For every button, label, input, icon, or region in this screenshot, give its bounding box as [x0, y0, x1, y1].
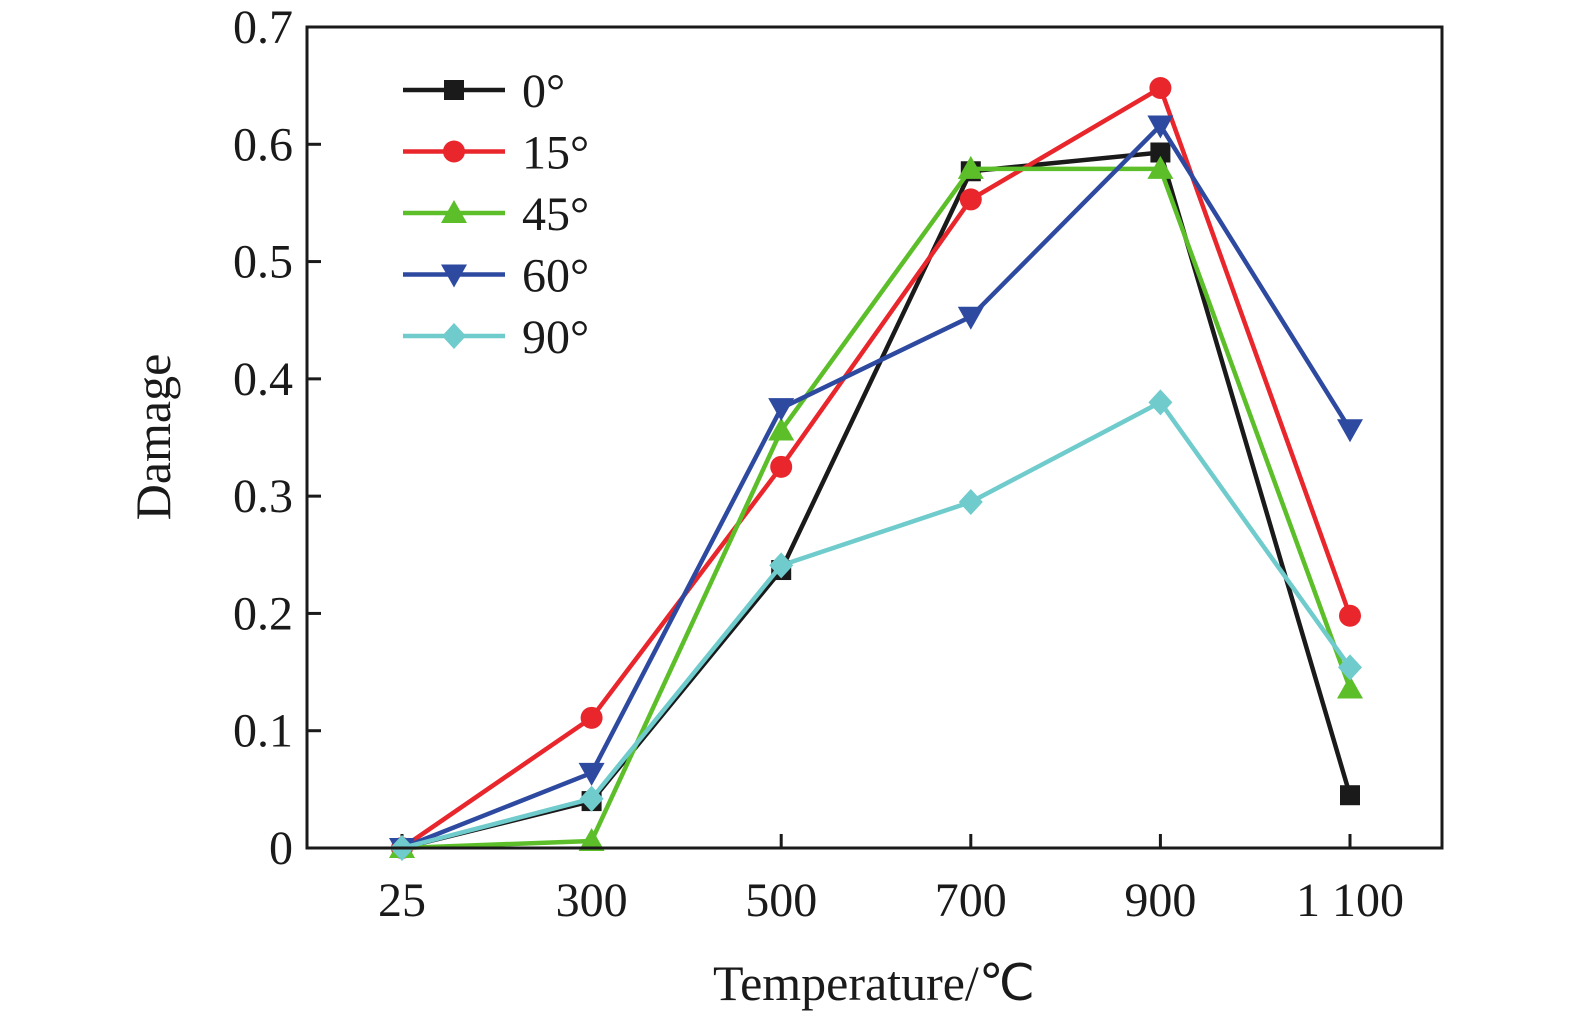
y-tick-label: 0.5 [233, 236, 293, 289]
series-line [401, 166, 1353, 851]
legend-label: 0° [522, 65, 565, 118]
legend-label: 90° [522, 311, 589, 364]
plot-frame [305, 25, 1444, 850]
diamond-marker [1338, 654, 1362, 681]
circle-marker [580, 706, 603, 729]
triangle-up-marker [441, 200, 467, 223]
series-layer [389, 76, 1363, 861]
legend: 0° 15° 45° 60° 90° [403, 65, 589, 364]
legend-item: 0° [403, 65, 565, 118]
y-tick-label: 0.3 [233, 470, 293, 523]
series-line [401, 400, 1352, 851]
circle-marker [1149, 76, 1172, 99]
circle-marker [1339, 604, 1361, 627]
x-tick-label: 1 100 [1296, 874, 1404, 927]
circle-marker [770, 455, 793, 478]
y-tick-label: 0.2 [233, 587, 293, 640]
legend-label: 60° [522, 250, 589, 303]
triangle-down-marker [768, 398, 795, 422]
triangle-down-marker [957, 306, 984, 330]
legend-item: 60° [403, 250, 589, 303]
x-axis-title: Temperature/℃ [713, 955, 1035, 1011]
y-axis-ticks: 0 0.1 0.2 0.3 0.4 0.5 0.6 0.7 [233, 1, 321, 875]
x-tick-label: 25 [378, 874, 426, 927]
legend-label: 45° [522, 188, 589, 241]
diamond-marker [442, 323, 466, 349]
diamond-marker [958, 489, 983, 516]
x-axis-ticks: 25 300 500 700 900 1 100 [378, 834, 1404, 927]
triangle-down-marker [441, 264, 467, 288]
y-tick-label: 0 [269, 822, 293, 875]
series-4 [390, 389, 1362, 861]
triangle-up-marker [1337, 675, 1363, 699]
diamond-marker [769, 552, 794, 579]
legend-item: 15° [403, 127, 589, 180]
y-tick-label: 0.1 [233, 705, 293, 758]
triangle-up-marker [578, 827, 605, 851]
x-tick-label: 900 [1124, 874, 1196, 927]
diamond-marker [579, 785, 604, 812]
legend-item: 45° [403, 188, 589, 241]
y-tick-label: 0.6 [233, 118, 293, 171]
x-tick-label: 500 [745, 874, 817, 927]
triangle-up-marker [768, 417, 795, 441]
y-tick-label: 0.7 [233, 1, 293, 54]
triangle-down-marker [1337, 419, 1363, 443]
triangle-down-marker [578, 762, 605, 786]
triangle-up-marker [1147, 155, 1174, 179]
triangle-up-marker [957, 155, 984, 179]
triangle-down-marker [1147, 115, 1174, 139]
circle-marker [443, 140, 465, 163]
square-marker [1150, 142, 1171, 163]
series-line [401, 123, 1352, 851]
square-marker [1340, 785, 1360, 806]
legend-label: 15° [522, 127, 589, 180]
x-tick-label: 700 [935, 874, 1007, 927]
legend-item: 90° [403, 311, 589, 364]
diamond-marker [1148, 389, 1173, 416]
y-axis-title: Damage [125, 354, 181, 521]
x-tick-label: 300 [556, 874, 628, 927]
y-tick-label: 0.4 [233, 353, 293, 406]
circle-marker [959, 188, 982, 211]
square-marker [444, 80, 464, 100]
